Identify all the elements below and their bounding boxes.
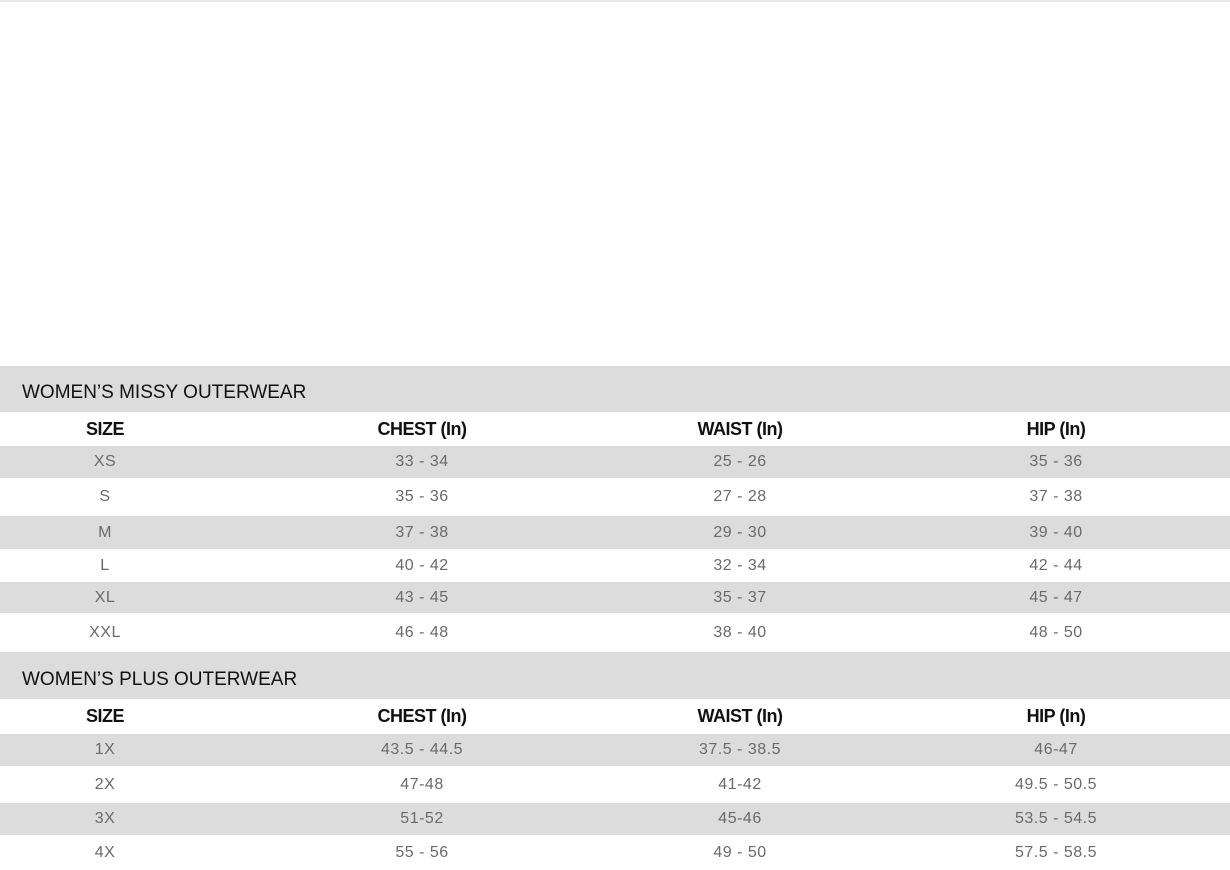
table-cell: 53.5 - 54.5 xyxy=(1015,810,1097,827)
table-cell: 49 - 50 xyxy=(713,843,767,861)
table-cell: 51-52 xyxy=(400,810,444,827)
table-cell: 48 - 50 xyxy=(1029,623,1083,641)
table-cell: 3X xyxy=(94,810,116,827)
table-row: XS 33 - 34 25 - 26 35 - 36 xyxy=(0,446,1230,478)
table-cell: 47-48 xyxy=(400,775,444,793)
column-header: SIZE xyxy=(85,706,125,726)
table-cell: 38 - 40 xyxy=(713,623,767,641)
table-cell: XXL xyxy=(89,623,121,641)
table-cell: 37 - 38 xyxy=(395,523,449,541)
table-cell: 33 - 34 xyxy=(395,453,449,470)
table-row: M 37 - 38 29 - 30 39 - 40 xyxy=(0,516,1230,549)
column-header: CHEST (In) xyxy=(377,706,468,726)
table-cell: 57.5 - 58.5 xyxy=(1015,843,1097,861)
table-cell: 1X xyxy=(94,741,116,758)
table-cell: 25 - 26 xyxy=(713,453,767,470)
table-cell: L xyxy=(100,556,110,574)
table-cell: 49.5 - 50.5 xyxy=(1015,775,1097,793)
table-cell: 39 - 40 xyxy=(1029,523,1083,541)
column-header: WAIST (In) xyxy=(697,706,783,726)
missy-title-band: WOMEN’S MISSY OUTERWEAR xyxy=(0,366,1230,412)
table-cell: 45 - 47 xyxy=(1029,588,1083,606)
column-header: WAIST (In) xyxy=(697,418,783,439)
table-cell: 35 - 37 xyxy=(713,588,767,606)
table-cell: 37.5 - 38.5 xyxy=(699,741,781,758)
header-row: SIZE CHEST (In) WAIST (In) HIP (In) xyxy=(0,412,1230,446)
table-row: 3X 51-52 45-46 53.5 - 54.5 xyxy=(0,803,1230,835)
table-cell: M xyxy=(98,523,112,541)
table-cell: 37 - 38 xyxy=(1029,488,1083,505)
table-cell: 35 - 36 xyxy=(1029,453,1083,470)
table-cell: 40 - 42 xyxy=(395,556,449,574)
table-row: XXL 46 - 48 38 - 40 48 - 50 xyxy=(0,613,1230,652)
table-row: L 40 - 42 32 - 34 42 - 44 xyxy=(0,549,1230,582)
top-divider xyxy=(0,0,1230,2)
table-row: XL 43 - 45 35 - 37 45 - 47 xyxy=(0,582,1230,613)
table-row: 2X 47-48 41-42 49.5 - 50.5 xyxy=(0,766,1230,803)
header-row: SIZE CHEST (In) WAIST (In) HIP (In) xyxy=(0,699,1230,734)
table-cell: 41-42 xyxy=(718,775,762,793)
column-header: HIP (In) xyxy=(1026,706,1086,726)
table-cell: 46 - 48 xyxy=(395,623,449,641)
table-row: 1X 43.5 - 44.5 37.5 - 38.5 46-47 xyxy=(0,734,1230,766)
table-cell: 46-47 xyxy=(1034,741,1078,758)
table-cell: 35 - 36 xyxy=(395,488,449,505)
table-cell: 43 - 45 xyxy=(395,588,449,606)
plus-title-band: WOMEN’S PLUS OUTERWEAR xyxy=(0,652,1230,699)
table-cell: 27 - 28 xyxy=(713,488,767,505)
table-row: S 35 - 36 27 - 28 37 - 38 xyxy=(0,478,1230,516)
table-cell: XS xyxy=(93,453,117,470)
table-cell: 42 - 44 xyxy=(1029,556,1083,574)
table-title: WOMEN’S PLUS OUTERWEAR xyxy=(22,669,298,690)
table-row: 4X 55 - 56 49 - 50 57.5 - 58.5 xyxy=(0,835,1230,870)
table-cell: 43.5 - 44.5 xyxy=(381,741,463,758)
table-cell: XL xyxy=(94,588,116,606)
column-header: HIP (In) xyxy=(1026,418,1086,439)
table-cell: 55 - 56 xyxy=(395,843,449,861)
column-header: CHEST (In) xyxy=(377,418,468,439)
table-cell: 32 - 34 xyxy=(713,556,767,574)
table-title: WOMEN’S MISSY OUTERWEAR xyxy=(22,382,307,403)
table-cell: 4X xyxy=(94,843,116,861)
table-cell: 45-46 xyxy=(718,810,762,827)
column-header: SIZE xyxy=(85,418,125,439)
table-cell: S xyxy=(99,488,111,505)
table-cell: 2X xyxy=(94,775,116,793)
table-cell: 29 - 30 xyxy=(713,523,767,541)
